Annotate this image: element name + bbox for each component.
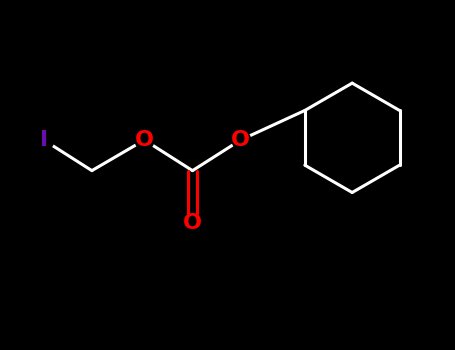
Text: O: O xyxy=(231,130,250,150)
Text: O: O xyxy=(135,130,154,150)
Text: I: I xyxy=(40,130,48,150)
Text: O: O xyxy=(183,213,202,233)
